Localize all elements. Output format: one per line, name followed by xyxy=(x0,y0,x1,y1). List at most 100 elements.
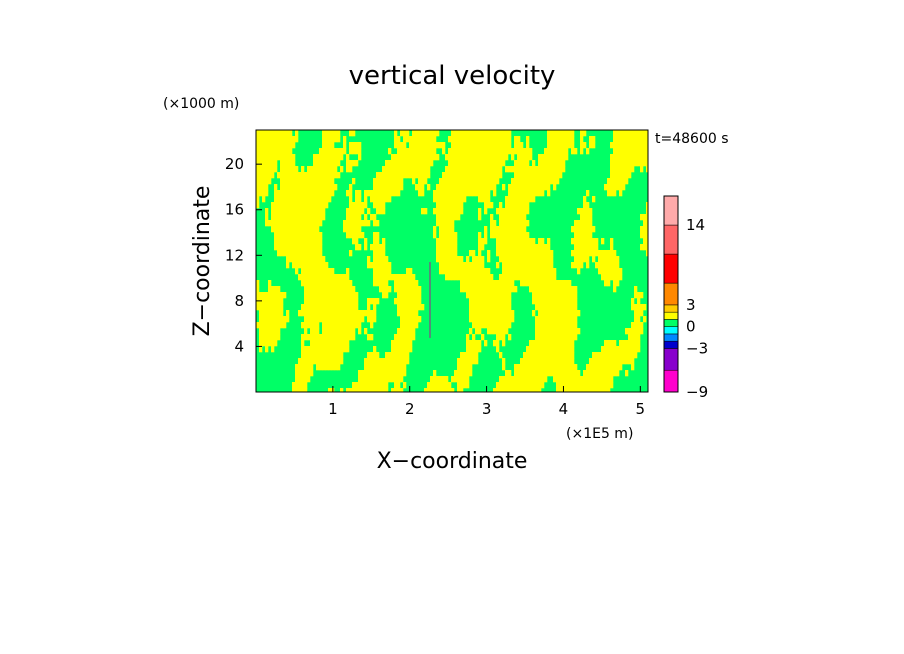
field-cell xyxy=(367,334,371,341)
field-cell xyxy=(514,232,518,239)
field-cell xyxy=(541,382,545,389)
field-cell xyxy=(538,160,542,167)
field-cell xyxy=(277,304,281,311)
field-cell xyxy=(505,256,509,263)
field-cell xyxy=(460,262,464,269)
field-cell xyxy=(508,184,512,191)
field-cell xyxy=(610,262,614,269)
field-cell xyxy=(298,358,302,365)
field-cell xyxy=(301,274,305,281)
field-cell xyxy=(367,382,371,389)
field-cell xyxy=(622,346,626,353)
field-cell xyxy=(361,370,365,377)
field-cell xyxy=(493,232,497,239)
field-cell xyxy=(619,364,623,371)
field-cell xyxy=(532,352,536,359)
field-cell xyxy=(460,178,464,185)
field-cell xyxy=(481,310,485,317)
field-cell xyxy=(484,310,488,317)
field-cell xyxy=(586,214,590,221)
field-cell xyxy=(385,268,389,275)
field-cell xyxy=(637,136,641,143)
field-cell xyxy=(358,220,362,227)
field-cell xyxy=(376,352,380,359)
field-cell xyxy=(400,310,404,317)
field-cell xyxy=(523,238,527,245)
field-cell xyxy=(328,130,332,137)
field-cell xyxy=(448,148,452,155)
field-cell xyxy=(532,346,536,353)
field-cell xyxy=(463,370,467,377)
field-cell xyxy=(496,292,500,299)
field-cell xyxy=(529,262,533,269)
field-cell xyxy=(610,352,614,359)
field-cell xyxy=(304,286,308,293)
field-cell xyxy=(541,292,545,299)
field-cell xyxy=(304,268,308,275)
field-cell xyxy=(397,328,401,335)
field-cell xyxy=(268,142,272,149)
field-cell xyxy=(445,166,449,173)
field-cell xyxy=(271,202,275,209)
field-cell xyxy=(436,376,440,383)
field-cell xyxy=(574,226,578,233)
field-cell xyxy=(568,388,572,392)
field-cell xyxy=(535,292,539,299)
field-cell xyxy=(316,280,320,287)
field-cell xyxy=(316,304,320,311)
field-cell xyxy=(475,178,479,185)
field-cell xyxy=(550,136,554,143)
field-cell xyxy=(631,304,635,311)
field-cell xyxy=(391,364,395,371)
field-cell xyxy=(514,376,518,383)
field-cell xyxy=(610,370,614,377)
field-cell xyxy=(457,130,461,137)
field-cell xyxy=(469,358,473,365)
field-cell xyxy=(502,364,506,371)
field-cell xyxy=(400,166,404,173)
field-cell xyxy=(526,232,530,239)
field-cell xyxy=(574,244,578,251)
field-cell xyxy=(514,196,518,203)
field-cell xyxy=(493,148,497,155)
field-cell xyxy=(466,286,470,293)
field-cell xyxy=(508,148,512,155)
field-cell xyxy=(472,178,476,185)
field-cell xyxy=(319,352,323,359)
field-cell xyxy=(421,148,425,155)
field-cell xyxy=(481,286,485,293)
field-cell xyxy=(433,148,437,155)
field-cell xyxy=(559,166,563,173)
field-cell xyxy=(337,172,341,179)
field-cell xyxy=(547,190,551,197)
field-cell xyxy=(394,388,398,392)
field-cell xyxy=(601,256,605,263)
field-cell xyxy=(361,232,365,239)
field-cell xyxy=(526,166,530,173)
field-cell xyxy=(499,388,503,392)
field-cell xyxy=(313,352,317,359)
field-cell xyxy=(274,340,278,347)
field-cell xyxy=(280,316,284,323)
field-cell xyxy=(517,208,521,215)
field-cell xyxy=(373,310,377,317)
field-cell xyxy=(400,364,404,371)
field-cell xyxy=(373,352,377,359)
field-cell xyxy=(499,136,503,143)
field-cell xyxy=(496,382,500,389)
field-cell xyxy=(313,166,317,173)
field-cell xyxy=(616,280,620,287)
field-cell xyxy=(271,136,275,143)
field-cell xyxy=(382,286,386,293)
field-cell xyxy=(460,274,464,281)
field-cell xyxy=(505,298,509,305)
field-cell xyxy=(328,322,332,329)
field-cell xyxy=(355,142,359,149)
field-cell xyxy=(451,238,455,245)
field-cell xyxy=(550,292,554,299)
field-cell xyxy=(280,292,284,299)
field-cell xyxy=(382,190,386,197)
field-cell xyxy=(337,328,341,335)
field-cell xyxy=(373,268,377,275)
field-cell xyxy=(286,160,290,167)
